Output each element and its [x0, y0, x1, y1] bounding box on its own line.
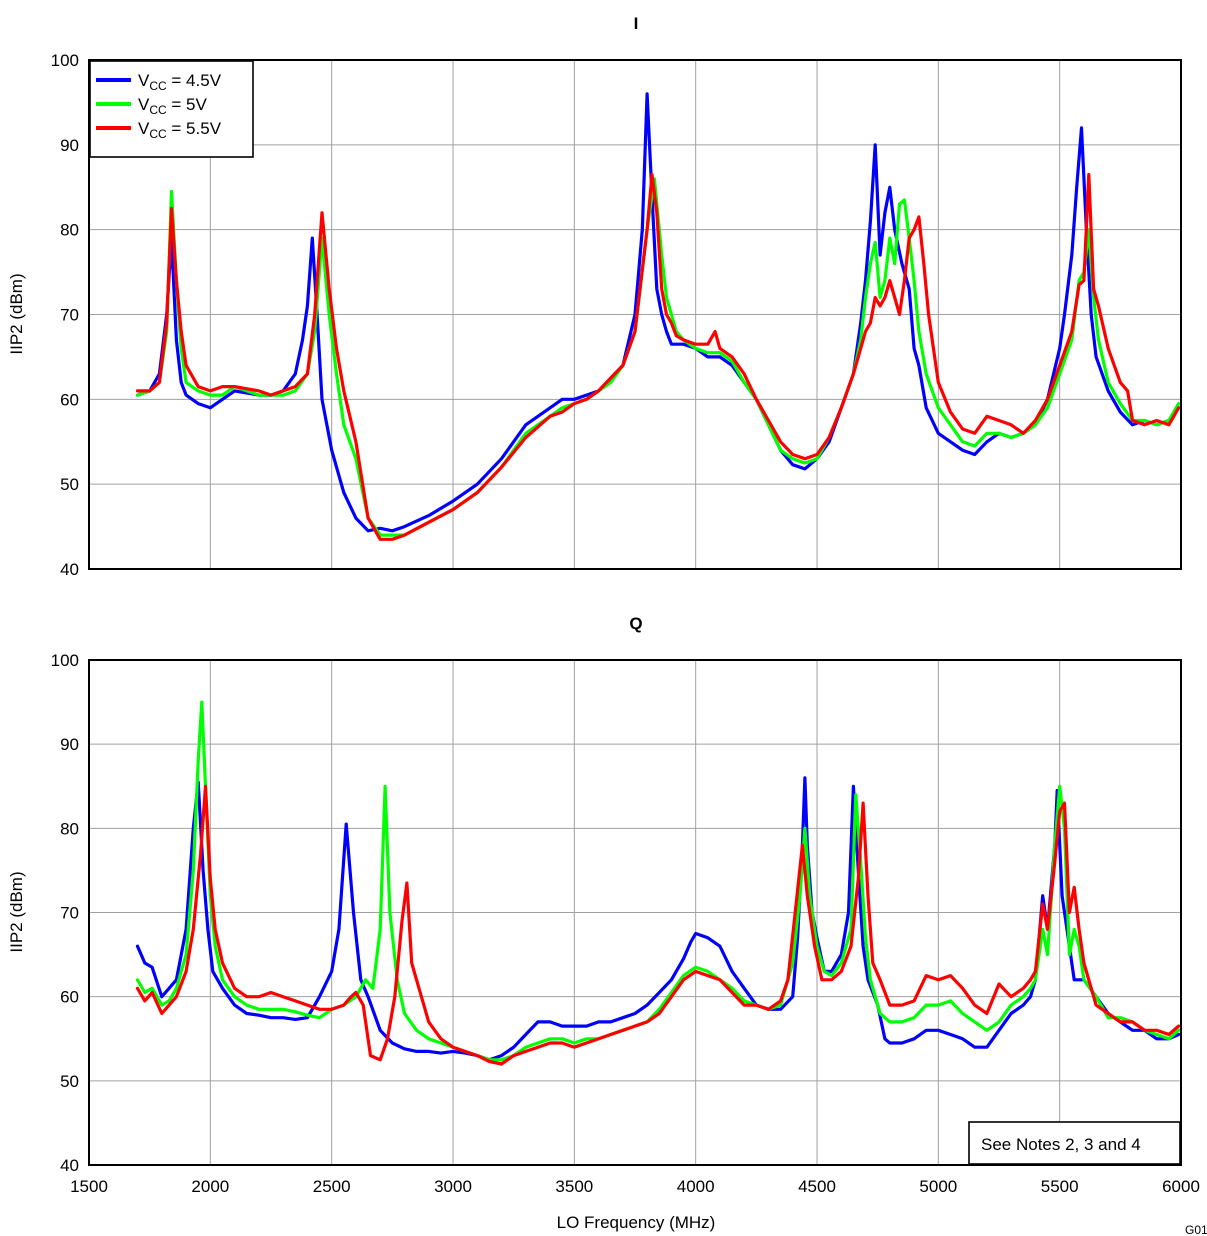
- panel-q-plot-frame: [88, 659, 1182, 1166]
- y-tick-label: 70: [60, 904, 79, 923]
- series-line: [135, 776, 1181, 1062]
- x-tick-label: 2500: [313, 1177, 351, 1196]
- legend-item: VCC = 5.5V: [96, 119, 222, 141]
- y-tick-label: 60: [60, 390, 79, 409]
- panel-q-series: [135, 700, 1181, 1066]
- y-tick-label: 100: [51, 651, 79, 670]
- panel-q-y-tick-labels: 40 50 60 70 80 90 100: [51, 651, 79, 1175]
- panel-q-y-axis-label: IIP2 (dBm): [7, 871, 26, 952]
- series-line: [135, 172, 1181, 541]
- legend-label: VCC = 5V: [138, 95, 208, 117]
- y-tick-label: 50: [60, 1072, 79, 1091]
- x-tick-label: 3000: [434, 1177, 472, 1196]
- notes-box: See Notes 2, 3 and 4: [968, 1121, 1181, 1165]
- legend: VCC = 4.5V VCC = 5V VCC = 5.5V: [89, 60, 254, 158]
- panel-q-x-tick-labels: 1500 2000 2500 3000 3500 4000 4500 5000 5500 6000: [70, 1177, 1200, 1196]
- y-tick-label: 80: [60, 819, 79, 838]
- y-tick-label: 40: [60, 1156, 79, 1175]
- panel-i-y-axis-label: IIP2 (dBm): [7, 273, 26, 354]
- panel-q: Q 40 50 60 70 80 90 100 1500 2000 2500 3000 3500 40…: [7, 614, 1200, 1232]
- x-tick-label: 1500: [70, 1177, 108, 1196]
- y-tick-label: 80: [60, 221, 79, 240]
- legend-box: [89, 60, 254, 158]
- x-tick-label: 4000: [677, 1177, 715, 1196]
- series-line: [135, 700, 1181, 1062]
- panel-i-y-tick-labels: 40 50 60 70 80 90 100: [51, 51, 79, 579]
- panel-i-title: I: [634, 14, 639, 33]
- legend-label: VCC = 5.5V: [138, 119, 222, 141]
- y-tick-label: 50: [60, 475, 79, 494]
- panel-q-title: Q: [629, 614, 642, 633]
- panel-i: I 40 50 60 70 80 90 100 IIP2 (dBm) VCC = 4.5V …: [7, 14, 1182, 579]
- figure-id: G01: [1185, 1223, 1207, 1236]
- y-tick-label: 40: [60, 560, 79, 579]
- legend-item: VCC = 5V: [96, 95, 208, 117]
- x-tick-label: 5000: [919, 1177, 957, 1196]
- y-tick-label: 60: [60, 988, 79, 1007]
- series-line: [135, 784, 1181, 1066]
- x-tick-label: 5500: [1041, 1177, 1079, 1196]
- notes-text: See Notes 2, 3 and 4: [981, 1135, 1141, 1154]
- y-tick-label: 70: [60, 306, 79, 325]
- panel-i-grid: [89, 60, 1181, 569]
- x-tick-label: 6000: [1162, 1177, 1200, 1196]
- panel-i-series: [135, 92, 1181, 541]
- y-tick-label: 90: [60, 735, 79, 754]
- x-tick-label: 2000: [191, 1177, 229, 1196]
- panel-i-plot-frame: [88, 59, 1182, 570]
- y-tick-label: 90: [60, 136, 79, 155]
- notes-box-frame: [968, 1121, 1181, 1165]
- x-tick-label: 3500: [555, 1177, 593, 1196]
- x-tick-label: 4500: [798, 1177, 836, 1196]
- legend-item: VCC = 4.5V: [96, 71, 222, 93]
- legend-label: VCC = 4.5V: [138, 71, 222, 93]
- panel-q-grid: [89, 660, 1181, 1165]
- y-tick-label: 100: [51, 51, 79, 70]
- x-axis-label: LO Frequency (MHz): [557, 1213, 716, 1232]
- series-line: [135, 92, 1181, 533]
